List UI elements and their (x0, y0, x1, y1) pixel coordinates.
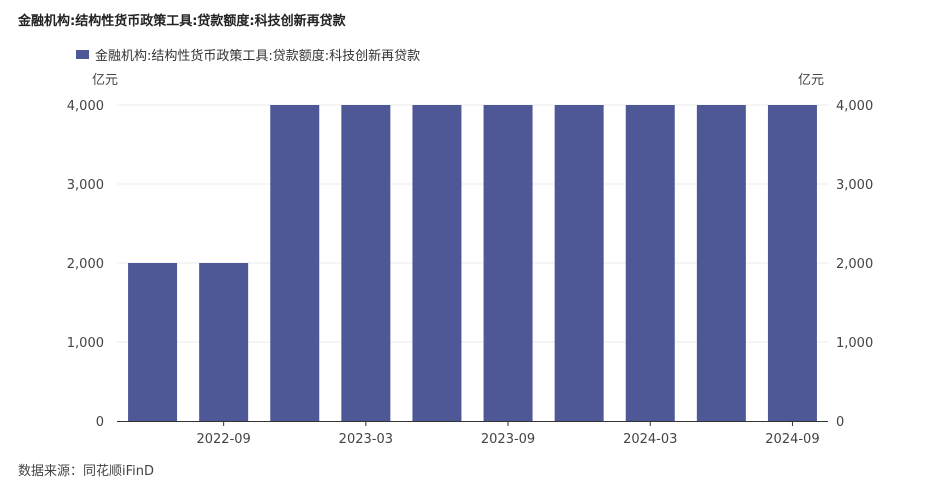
bar[interactable] (128, 263, 178, 421)
y-tick-label-right: 0 (836, 415, 844, 430)
y-tick-label-left: 3,000 (67, 178, 104, 193)
bar[interactable] (696, 105, 746, 421)
y-unit-right: 亿元 (798, 73, 824, 88)
legend-label: 金融机构:结构性货币政策工具:贷款额度:科技创新再贷款 (95, 49, 421, 64)
y-tick-label-left: 1,000 (67, 336, 104, 351)
chart-title: 金融机构:结构性货币政策工具:贷款额度:科技创新再贷款 (18, 14, 346, 29)
y-tick-label-right: 1,000 (836, 336, 873, 351)
x-tick-label: 2023-03 (339, 432, 393, 447)
bar-layer (128, 105, 817, 421)
y-tick-label-right: 4,000 (836, 99, 873, 114)
x-tick-label: 2024-09 (765, 432, 819, 447)
y-tick-label-left: 0 (96, 415, 104, 430)
bar[interactable] (199, 263, 249, 421)
x-tick-label: 2023-09 (481, 432, 535, 447)
axis-layer: 0 0 1,000 1,000 2,000 2,000 3,000 3,000 4,000 4,0… (67, 99, 873, 447)
y-tick-label-right: 3,000 (836, 178, 873, 193)
bar[interactable] (767, 105, 817, 421)
bar[interactable] (341, 105, 391, 421)
legend[interactable]: 金融机构:结构性货币政策工具:贷款额度:科技创新再贷款 (76, 45, 420, 64)
y-tick-label-left: 2,000 (67, 257, 104, 272)
bar[interactable] (625, 105, 675, 421)
legend-swatch (76, 50, 89, 59)
bar[interactable] (270, 105, 320, 421)
bar[interactable] (412, 105, 462, 421)
x-tick-label: 2024-03 (623, 432, 677, 447)
y-tick-label-right: 2,000 (836, 257, 873, 272)
bar[interactable] (554, 105, 604, 421)
bar[interactable] (483, 105, 533, 421)
y-tick-label-left: 4,000 (67, 99, 104, 114)
data-source: 数据来源：同花顺iFinD (18, 464, 155, 479)
x-tick-label: 2022-09 (196, 432, 250, 447)
y-unit-left: 亿元 (92, 73, 118, 88)
